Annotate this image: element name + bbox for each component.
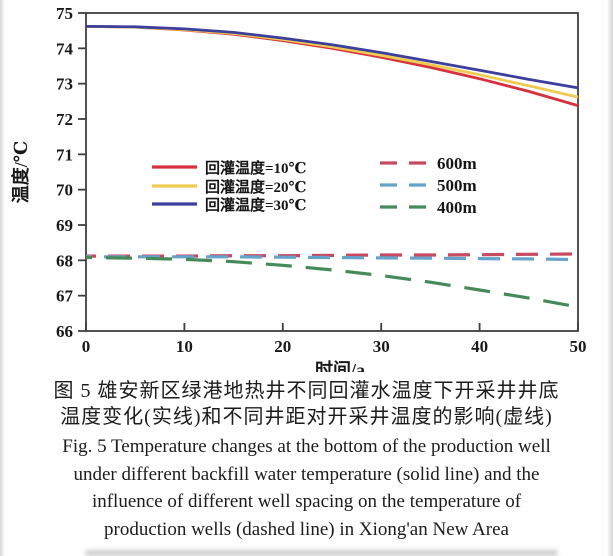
cutoff-text-smudge — [85, 550, 558, 556]
x-tick-label: 30 — [373, 337, 390, 356]
temperature-chart: 66 67 68 69 70 71 72 73 74 75 0 10 20 30 40 50 温度/℃ 时间/a 回… — [10, 4, 587, 372]
y-tick-label: 68 — [56, 251, 73, 270]
y-axis-label: 温度/℃ — [10, 141, 31, 204]
y-tick-label: 74 — [56, 39, 74, 58]
legend-label-600m: 600m — [437, 154, 477, 173]
x-tick-label: 40 — [471, 337, 488, 356]
caption-en-line1: Fig. 5 Temperature changes at the bottom… — [62, 436, 551, 457]
y-tick-label: 71 — [56, 145, 73, 164]
x-tick-label: 10 — [176, 337, 193, 356]
series-line-回灌温度=30℃ — [85, 25, 579, 90]
legend-label-回灌温度=20℃: 回灌温度=20℃ — [205, 178, 307, 196]
chart-canvas: 66 67 68 69 70 71 72 73 74 75 0 10 20 30 40 50 温度/℃ 时间/a 回… — [10, 4, 587, 372]
series-line-400m — [85, 255, 579, 309]
y-tick-label: 66 — [56, 322, 73, 341]
series-line-600m — [86, 252, 579, 258]
y-tick-label: 70 — [56, 181, 73, 200]
y-tick-label: 73 — [56, 75, 73, 94]
legend-label-500m: 500m — [437, 176, 477, 195]
legend-label-回灌温度=10℃: 回灌温度=10℃ — [205, 159, 307, 177]
scan-edge-right — [607, 0, 613, 556]
x-tick-label: 20 — [274, 337, 291, 356]
y-tick-label: 72 — [56, 110, 73, 129]
x-tick-label: 0 — [82, 337, 91, 356]
series-line-回灌温度=10℃ — [85, 25, 579, 107]
y-tick-label: 67 — [56, 287, 74, 306]
legend-label-回灌温度=30℃: 回灌温度=30℃ — [205, 196, 307, 214]
caption-zh-line1: 图 5 雄安新区绿港地热井不同回灌水温度下开采井井底 — [53, 380, 560, 402]
y-tick-label: 75 — [56, 4, 73, 23]
y-tick-label: 69 — [56, 216, 73, 235]
caption-en-line2: under different backfill water temperatu… — [73, 463, 540, 485]
caption-en-line3: influence of different well spacing on t… — [91, 491, 522, 512]
figure-caption: 图 5 雄安新区绿港地热井不同回灌水温度下开采井井底 温度变化(实线)和不同井距… — [0, 378, 613, 543]
series-line-500m — [86, 255, 579, 262]
legend-label-400m: 400m — [437, 198, 477, 217]
plot-frame — [85, 12, 579, 332]
x-axis-label: 时间/a — [315, 360, 365, 372]
x-tick-label: 50 — [570, 337, 587, 356]
scan-edge-left — [0, 0, 5, 556]
caption-en-line4: production wells (dashed line) in Xiong'… — [104, 518, 509, 540]
caption-zh-line2: 温度变化(实线)和不同井距对开采井温度的影响(虚线) — [60, 406, 553, 428]
